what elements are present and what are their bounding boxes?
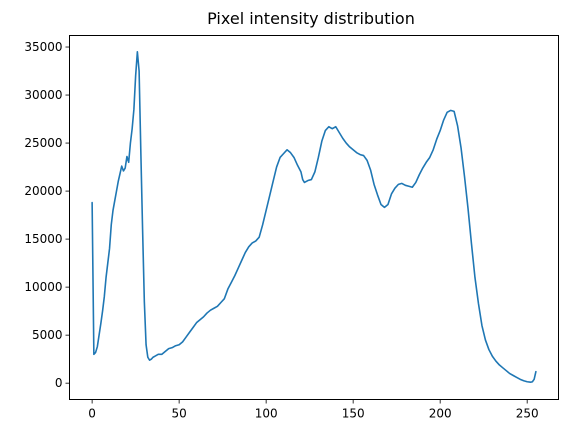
- chart-title: Pixel intensity distribution: [207, 9, 415, 28]
- x-tick-label: 50: [171, 407, 186, 421]
- plot-frame: [69, 35, 559, 400]
- y-tick-label: 30000: [24, 88, 62, 102]
- x-tick-label: 150: [342, 407, 365, 421]
- series-line: [91, 51, 537, 384]
- y-tick-label: 15000: [24, 232, 62, 246]
- y-tick-label: 20000: [24, 184, 62, 198]
- y-tick-label: 10000: [24, 280, 62, 294]
- y-tick-label: 35000: [24, 40, 62, 54]
- x-tick-label: 100: [255, 407, 278, 421]
- y-tick-label: 25000: [24, 136, 62, 150]
- y-tick-label: 5000: [32, 328, 63, 342]
- x-tick-label: 200: [429, 407, 452, 421]
- x-tick-label: 0: [88, 407, 96, 421]
- x-tick-label: 250: [516, 407, 539, 421]
- y-tick-label: 0: [55, 376, 63, 390]
